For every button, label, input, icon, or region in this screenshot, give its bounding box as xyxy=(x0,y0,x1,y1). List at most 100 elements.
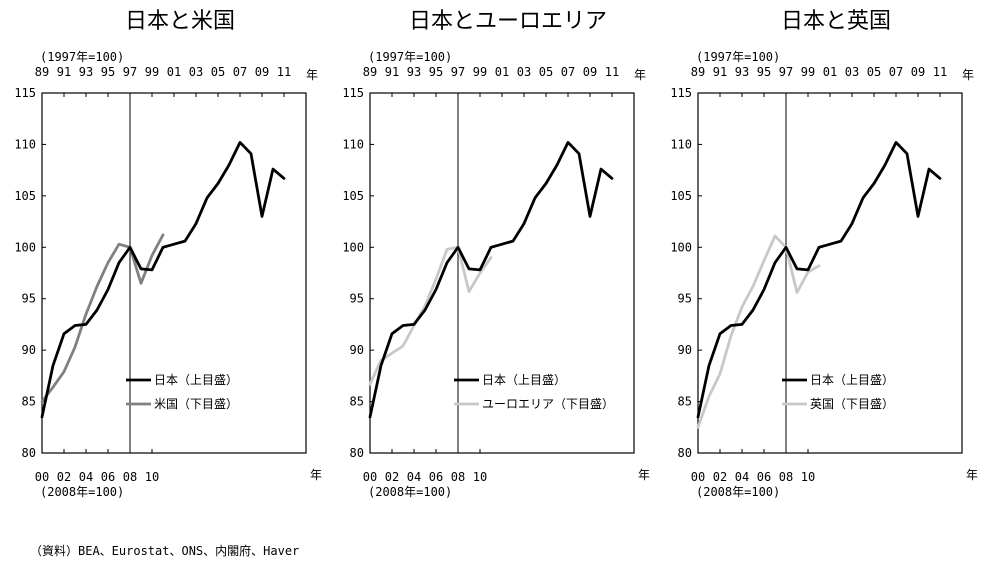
chart-panel: 日本とユーロエリア 115 110 105 100 95 90 85 80 (1997年=100)… xyxy=(328,0,656,500)
bottom-tick-label: 10 xyxy=(801,470,815,484)
bottom-tick-label: 00 xyxy=(35,470,49,484)
top-tick-label: 93 xyxy=(735,65,749,79)
top-tick-label: 01 xyxy=(495,65,509,79)
top-tick-label: 07 xyxy=(561,65,575,79)
legend-label: 日本（上目盛） xyxy=(482,372,566,387)
y-tick-label: 110 xyxy=(342,137,364,151)
y-tick-label: 85 xyxy=(350,395,364,409)
bottom-tick-label: 04 xyxy=(79,470,93,484)
y-tick-label: 105 xyxy=(14,189,36,203)
y-tick-label: 100 xyxy=(342,240,364,254)
top-tick-label: 01 xyxy=(823,65,837,79)
top-tick-label: 89 xyxy=(363,65,377,79)
top-tick-label: 89 xyxy=(35,65,49,79)
top-axis-base-label: (1997年=100) xyxy=(368,50,452,64)
chart-svg: 日本とユーロエリア11511010510095908580(1997年=100)… xyxy=(342,9,650,499)
bottom-axis-base-label: (2008年=100) xyxy=(696,485,780,499)
top-tick-label: 07 xyxy=(233,65,247,79)
y-tick-label: 110 xyxy=(670,137,692,151)
y-tick-label: 115 xyxy=(670,86,692,100)
y-tick-label: 90 xyxy=(678,343,692,357)
top-tick-label: 05 xyxy=(539,65,553,79)
bottom-tick-label: 02 xyxy=(57,470,71,484)
top-tick-label: 95 xyxy=(101,65,115,79)
top-tick-label: 93 xyxy=(79,65,93,79)
bottom-tick-label: 08 xyxy=(123,470,137,484)
series-line xyxy=(40,233,165,404)
top-tick-label: 11 xyxy=(933,65,947,79)
top-tick-label: 07 xyxy=(889,65,903,79)
y-tick-label: 100 xyxy=(14,240,36,254)
y-tick-label: 95 xyxy=(678,292,692,306)
top-tick-label: 95 xyxy=(757,65,771,79)
top-tick-label: 03 xyxy=(517,65,531,79)
series-line xyxy=(368,140,614,419)
legend-label: 日本（上目盛） xyxy=(154,372,238,387)
bottom-tick-label: 06 xyxy=(429,470,443,484)
top-tick-label: 91 xyxy=(713,65,727,79)
bottom-tick-label: 00 xyxy=(691,470,705,484)
bottom-axis-unit: 年 xyxy=(638,468,650,482)
chart-title: 日本と英国 xyxy=(781,9,891,34)
y-tick-label: 110 xyxy=(14,137,36,151)
top-axis-base-label: (1997年=100) xyxy=(696,50,780,64)
bottom-tick-label: 04 xyxy=(735,470,749,484)
y-tick-label: 95 xyxy=(22,292,36,306)
series-line xyxy=(696,140,942,419)
chart-title: 日本とユーロエリア xyxy=(409,9,607,34)
series-line xyxy=(368,245,493,386)
y-tick-label: 100 xyxy=(670,240,692,254)
top-tick-label: 95 xyxy=(429,65,443,79)
y-tick-label: 90 xyxy=(22,343,36,357)
legend-label: ユーロエリア（下目盛） xyxy=(482,396,614,411)
bottom-tick-label: 02 xyxy=(713,470,727,484)
top-tick-label: 91 xyxy=(57,65,71,79)
top-tick-label: 97 xyxy=(451,65,465,79)
top-tick-label: 01 xyxy=(167,65,181,79)
y-tick-label: 105 xyxy=(670,189,692,203)
bottom-tick-label: 02 xyxy=(385,470,399,484)
bottom-tick-label: 04 xyxy=(407,470,421,484)
y-tick-label: 90 xyxy=(350,343,364,357)
y-tick-label: 85 xyxy=(678,395,692,409)
top-tick-label: 03 xyxy=(189,65,203,79)
bottom-tick-label: 06 xyxy=(101,470,115,484)
source-note: （資料）BEA、Eurostat、ONS、内閣府、Haver xyxy=(30,544,300,558)
bottom-tick-label: 00 xyxy=(363,470,377,484)
top-tick-label: 93 xyxy=(407,65,421,79)
top-tick-label: 09 xyxy=(911,65,925,79)
legend-label: 日本（上目盛） xyxy=(810,372,894,387)
y-tick-label: 105 xyxy=(342,189,364,203)
top-tick-label: 11 xyxy=(605,65,619,79)
top-tick-label: 99 xyxy=(473,65,487,79)
bottom-tick-label: 10 xyxy=(145,470,159,484)
bottom-tick-label: 08 xyxy=(451,470,465,484)
top-tick-label: 09 xyxy=(255,65,269,79)
top-tick-label: 97 xyxy=(779,65,793,79)
top-tick-label: 03 xyxy=(845,65,859,79)
bottom-axis-base-label: (2008年=100) xyxy=(368,485,452,499)
series-line xyxy=(696,234,821,429)
top-tick-label: 11 xyxy=(277,65,291,79)
top-tick-label: 97 xyxy=(123,65,137,79)
chart-title: 日本と米国 xyxy=(125,9,235,34)
bottom-tick-label: 06 xyxy=(757,470,771,484)
top-tick-label: 09 xyxy=(583,65,597,79)
top-tick-label: 91 xyxy=(385,65,399,79)
y-tick-label: 80 xyxy=(350,446,364,460)
bottom-axis-base-label: (2008年=100) xyxy=(40,485,124,499)
top-tick-label: 89 xyxy=(691,65,705,79)
legend-label: 英国（下目盛） xyxy=(810,396,894,411)
chart-panel: 日本と英国 115 110 105 100 95 90 85 80 (1997年=100) 89 91… xyxy=(656,0,984,500)
top-axis-unit: 年 xyxy=(962,68,974,82)
bottom-tick-label: 10 xyxy=(473,470,487,484)
top-axis-unit: 年 xyxy=(634,68,646,82)
y-tick-label: 85 xyxy=(22,395,36,409)
chart-panel: 日本と米国 115 110 105 100 95 90 85 80 (1997年=100) 89 91… xyxy=(0,0,328,500)
top-axis-base-label: (1997年=100) xyxy=(40,50,124,64)
y-tick-label: 95 xyxy=(350,292,364,306)
series-line xyxy=(40,140,286,419)
bottom-axis-unit: 年 xyxy=(310,468,322,482)
